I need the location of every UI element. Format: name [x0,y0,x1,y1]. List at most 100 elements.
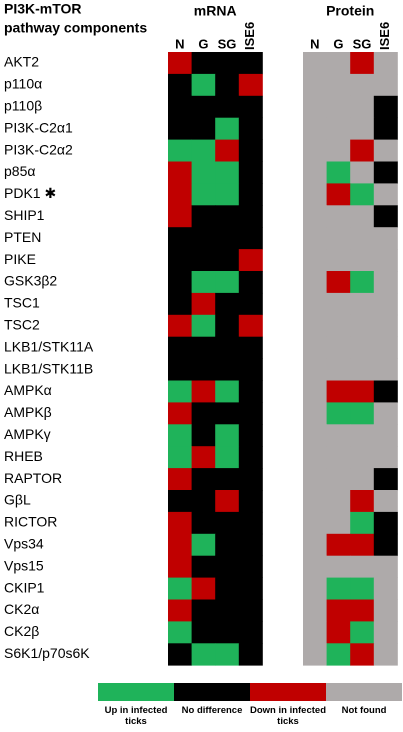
heatmap-cell [191,621,216,644]
heatmap-cell [326,271,351,294]
heatmap-cell [373,424,398,447]
heatmap-cell [238,117,263,140]
column-label: G [198,36,208,51]
heatmap-cell [373,73,398,97]
heatmap-cell [350,380,375,403]
heatmap-cell [350,533,375,557]
heatmap-cell [191,73,216,97]
legend-swatch [98,683,174,701]
column-label: ISE6 [377,22,392,50]
heatmap-cell [238,52,263,75]
row-label: PIKE [4,251,36,267]
row-label: CKIP1 [4,579,45,595]
row-label: TSC2 [4,316,40,332]
heatmap-cell [168,249,192,272]
heatmap-cell [303,511,327,535]
heatmap-cell [350,643,375,666]
column-label: N [175,36,184,51]
heatmap-cell [215,249,240,272]
heatmap-cell [168,533,192,557]
heatmap-cell [350,73,375,97]
heatmap-cell [326,621,351,644]
heatmap-cell [326,205,351,228]
heatmap-cell [191,161,216,184]
row-label: CK2α [4,601,39,617]
heatmap-cell [326,95,351,119]
heatmap-cell [238,577,263,600]
heatmap-cell [303,139,327,162]
heatmap-cell [350,117,375,140]
legend-swatch [250,683,326,701]
heatmap-cell [191,249,216,272]
heatmap-cell [215,73,240,97]
heatmap-cell [168,358,192,381]
heatmap-cell [350,468,375,491]
heatmap-cell [303,446,327,469]
row-label: PDK1 ✱ [4,185,56,201]
heatmap-cell [303,643,327,666]
heatmap-cell [215,533,240,557]
heatmap-cell [215,205,240,228]
heatmap-cell [168,205,192,228]
row-label: CK2β [4,623,39,639]
heatmap-cell [168,227,192,250]
column-label: N [310,36,319,51]
heatmap-cell [373,117,398,140]
chart-title: pathway components [4,20,147,36]
heatmap-cell [215,577,240,600]
heatmap-cell [191,555,216,578]
heatmap-cell [215,424,240,447]
heatmap-cell [303,358,327,381]
heatmap-cell [373,139,398,162]
panel-title: Protein [326,3,374,19]
heatmap-cell [168,271,192,294]
heatmap-cell [350,161,375,184]
heatmap-cell [215,402,240,425]
heatmap-cell [168,380,192,403]
heatmap-cell [326,643,351,666]
row-label: GβL [4,492,31,508]
heatmap-cell [373,643,398,666]
heatmap-cell [350,555,375,578]
heatmap-cell [373,555,398,578]
heatmap-cell [373,292,398,316]
heatmap-cell [191,139,216,162]
heatmap-cell [215,621,240,644]
row-label: LKB1/STK11A [4,338,94,354]
heatmap-cell [326,402,351,425]
heatmap-cell [238,249,263,272]
heatmap-cell [238,446,263,469]
heatmap-cell [350,95,375,119]
heatmap-cell [238,95,263,119]
heatmap-cell [350,599,375,622]
heatmap-cell [238,227,263,250]
heatmap-cell [326,533,351,557]
heatmap-cell [373,468,398,491]
heatmap-cell [238,271,263,294]
row-label: TSC1 [4,295,40,311]
heatmap-cell [215,227,240,250]
heatmap-cell [373,511,398,535]
heatmap-cell [191,468,216,491]
heatmap-cell [168,314,192,338]
heatmap-cell [191,205,216,228]
heatmap-cell [326,358,351,381]
heatmap-cell [303,73,327,97]
heatmap-cell [326,161,351,184]
heatmap-cell [238,139,263,162]
heatmap-cell [303,292,327,316]
heatmap-cell [238,292,263,316]
heatmap-cell [215,490,240,513]
heatmap-cell [168,621,192,644]
heatmap-cell [168,577,192,600]
heatmap-cell [168,336,192,359]
heatmap-cell [191,314,216,338]
heatmap-cell [168,446,192,469]
heatmap-cell [215,555,240,578]
heatmap-cell [238,336,263,359]
heatmap-cell [238,402,263,425]
column-label: G [333,36,343,51]
heatmap-cell [350,183,375,206]
row-label: Vps34 [4,535,44,551]
heatmap-cell [373,314,398,338]
